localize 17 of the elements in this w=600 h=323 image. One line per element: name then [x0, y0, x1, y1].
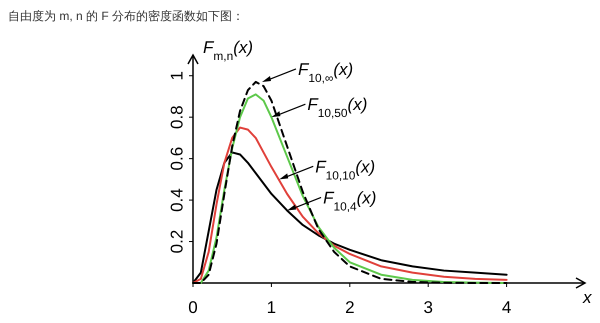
x-axis-title: x	[582, 288, 592, 307]
y-tick-label: 0.8	[168, 105, 186, 129]
chart-title: 自由度为 m, n 的 F 分布的密度函数如下图：	[8, 9, 244, 23]
y-tick-label: 0.4	[168, 188, 186, 212]
annotation: F$_{10,50}$(x)	[307, 95, 368, 120]
annotation: F$_{10,∞}$(x)	[298, 60, 354, 85]
annotation: F$_{10,10}$(x)	[315, 157, 376, 182]
x-tick-label: 4	[502, 298, 512, 317]
x-tick-label: 2	[345, 298, 355, 317]
x-tick-label: 1	[266, 298, 276, 317]
x-tick-label: 3	[423, 298, 433, 317]
x-tick-label: 0	[188, 298, 198, 317]
y-tick-label: 0.6	[168, 146, 186, 170]
y-tick-label: 0.2	[168, 230, 186, 254]
y-axis-title: F$_{m,n}$(x)	[203, 38, 254, 63]
y-tick-label: 1	[168, 70, 186, 80]
annotation: F$_{10,4}$(x)	[323, 188, 376, 214]
